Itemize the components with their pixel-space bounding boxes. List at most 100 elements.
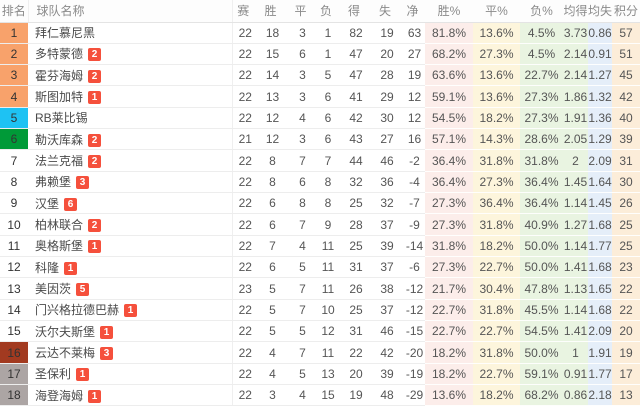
table-row[interactable]: 14 门兴格拉德巴赫 1 22 5 7 10 25 37 -12 22.7% 31.8% 45.5% 1.… (0, 299, 640, 322)
column-header-ga: 失 (370, 0, 400, 23)
suspension-count-badge: 1 (100, 325, 114, 339)
table-row[interactable]: 5 RB莱比锡 22 12 4 6 42 30 12 54.5% 18.2% 27.3% 1.91 1.3… (0, 107, 640, 130)
played-cell: 22 (232, 363, 254, 386)
suspension-count-badge: 2 (88, 219, 102, 233)
win_pct-cell: 27.3% (425, 213, 473, 236)
table-row[interactable]: 18 海登海姆 1 22 3 4 15 19 48 -29 13.6% 18.2% 68.2% 0.86 2… (0, 384, 640, 406)
points-cell: 20 (612, 320, 640, 343)
team-cell[interactable]: 门兴格拉德巴赫 1 (28, 299, 233, 322)
team-cell[interactable]: 奥格斯堡 1 (28, 235, 233, 258)
team-cell[interactable]: 法兰克福 2 (28, 149, 233, 172)
team-cell[interactable]: 沃尔夫斯堡 1 (28, 320, 233, 343)
rank-cell: 17 (0, 363, 28, 386)
draw_pct-cell: 27.3% (473, 171, 520, 194)
drawn-cell: 3 (287, 128, 314, 151)
team-name: 弗赖堡 (35, 175, 72, 190)
played-cell: 22 (232, 341, 254, 364)
rank-cell: 8 (0, 171, 28, 194)
lost-cell: 7 (314, 149, 338, 172)
ga-cell: 20 (370, 43, 400, 66)
gf-cell: 28 (338, 213, 370, 236)
rank-cell: 6 (0, 128, 28, 151)
table-row[interactable]: 7 法兰克福 2 22 8 7 7 44 46 -2 36.4% 31.8% 31.8% 2 2.09 31 (0, 149, 640, 172)
team-name: 门兴格拉德巴赫 (35, 303, 120, 318)
team-cell[interactable]: 云达不莱梅 3 (28, 341, 233, 364)
points-cell: 26 (612, 192, 640, 215)
ga-cell: 32 (370, 192, 400, 215)
won-cell: 18 (254, 22, 287, 44)
table-row[interactable]: 6 勒沃库森 2 21 12 3 6 43 27 16 57.1% 14.3% 28.6% 2.05 1.2… (0, 128, 640, 151)
team-cell[interactable]: 科隆 1 (28, 256, 233, 279)
table-row[interactable]: 12 科隆 1 22 6 5 11 31 37 -6 27.3% 22.7% 50.0% 1.41 1.68… (0, 256, 640, 279)
column-header-played: 赛 (232, 0, 254, 23)
points-cell: 25 (612, 213, 640, 236)
gd-cell: 19 (400, 64, 425, 87)
won-cell: 15 (254, 43, 287, 66)
avg_gf-cell: 0.86 (563, 384, 588, 406)
table-row[interactable]: 1 拜仁慕尼黑 22 18 3 1 82 19 63 81.8% 13.6% 4.5% 3.73 0.86… (0, 22, 640, 44)
team-cell[interactable]: 斯图加特 1 (28, 85, 233, 108)
table-row[interactable]: 17 圣保利 1 22 4 5 13 20 39 -19 18.2% 22.7% 59.1% 0.91 1.… (0, 363, 640, 386)
team-cell[interactable]: 汉堡 6 (28, 192, 233, 215)
column-header-loss_pct: 负% (520, 0, 563, 23)
won-cell: 7 (254, 235, 287, 258)
table-row[interactable]: 13 美因茨 5 23 5 7 11 26 38 -12 21.7% 30.4% 47.8% 1.13 1.… (0, 277, 640, 300)
team-cell[interactable]: 多特蒙德 2 (28, 43, 233, 66)
won-cell: 14 (254, 64, 287, 87)
table-row[interactable]: 10 柏林联合 2 22 6 7 9 28 37 -9 27.3% 31.8% 40.9% 1.27 1.6… (0, 213, 640, 236)
gd-cell: -19 (400, 363, 425, 386)
played-cell: 22 (232, 85, 254, 108)
drawn-cell: 7 (287, 213, 314, 236)
gf-cell: 41 (338, 85, 370, 108)
table-row[interactable]: 11 奥格斯堡 1 22 7 4 11 25 39 -14 31.8% 18.2% 50.0% 1.14 1… (0, 235, 640, 258)
win_pct-cell: 27.3% (425, 256, 473, 279)
played-cell: 22 (232, 64, 254, 87)
team-cell[interactable]: 拜仁慕尼黑 (28, 22, 233, 44)
team-cell[interactable]: 霍芬海姆 2 (28, 64, 233, 87)
avg_ga-cell: 1.68 (588, 299, 612, 322)
table-row[interactable]: 15 沃尔夫斯堡 1 22 5 5 12 31 46 -15 22.7% 22.7% 54.5% 1.41… (0, 320, 640, 343)
avg_ga-cell: 1.36 (588, 107, 612, 130)
draw_pct-cell: 18.2% (473, 107, 520, 130)
gd-cell: 27 (400, 43, 425, 66)
draw_pct-cell: 13.6% (473, 64, 520, 87)
gf-cell: 44 (338, 149, 370, 172)
team-cell[interactable]: 美因茨 5 (28, 277, 233, 300)
table-row[interactable]: 4 斯图加特 1 22 13 3 6 41 29 12 59.1% 13.6% 27.3% 1.86 1.3… (0, 85, 640, 108)
team-cell[interactable]: 弗赖堡 3 (28, 171, 233, 194)
lost-cell: 6 (314, 128, 338, 151)
table-row[interactable]: 8 弗赖堡 3 22 8 6 8 32 36 -4 36.4% 27.3% 36.4% 1.45 1.64 3… (0, 171, 640, 194)
team-cell[interactable]: 柏林联合 2 (28, 213, 233, 236)
played-cell: 22 (232, 43, 254, 66)
points-cell: 25 (612, 235, 640, 258)
rank-cell: 7 (0, 149, 28, 172)
suspension-count-badge: 3 (100, 347, 114, 361)
win_pct-cell: 18.2% (425, 341, 473, 364)
draw_pct-cell: 22.7% (473, 320, 520, 343)
avg_gf-cell: 2 (563, 149, 588, 172)
won-cell: 8 (254, 171, 287, 194)
ga-cell: 28 (370, 64, 400, 87)
team-cell[interactable]: 海登海姆 1 (28, 384, 233, 406)
lost-cell: 9 (314, 213, 338, 236)
points-cell: 17 (612, 363, 640, 386)
table-row[interactable]: 9 汉堡 6 22 6 8 8 25 32 -7 27.3% 36.4% 36.4% 1.14 1.45 26 (0, 192, 640, 215)
drawn-cell: 6 (287, 171, 314, 194)
lost-cell: 8 (314, 171, 338, 194)
ga-cell: 37 (370, 213, 400, 236)
team-cell[interactable]: RB莱比锡 (28, 107, 233, 130)
played-cell: 22 (232, 384, 254, 406)
drawn-cell: 7 (287, 299, 314, 322)
team-cell[interactable]: 勒沃库森 2 (28, 128, 233, 151)
team-cell[interactable]: 圣保利 1 (28, 363, 233, 386)
table-row[interactable]: 16 云达不莱梅 3 22 4 7 11 22 42 -20 18.2% 31.8% 50.0% 1 1.9… (0, 341, 640, 364)
win_pct-cell: 54.5% (425, 107, 473, 130)
gf-cell: 43 (338, 128, 370, 151)
lost-cell: 5 (314, 64, 338, 87)
draw_pct-cell: 27.3% (473, 43, 520, 66)
table-row[interactable]: 2 多特蒙德 2 22 15 6 1 47 20 27 68.2% 27.3% 4.5% 2.14 0.91… (0, 43, 640, 66)
lost-cell: 1 (314, 43, 338, 66)
table-row[interactable]: 3 霍芬海姆 2 22 14 3 5 47 28 19 63.6% 13.6% 22.7% 2.14 1.2… (0, 64, 640, 87)
rank-cell: 9 (0, 192, 28, 215)
